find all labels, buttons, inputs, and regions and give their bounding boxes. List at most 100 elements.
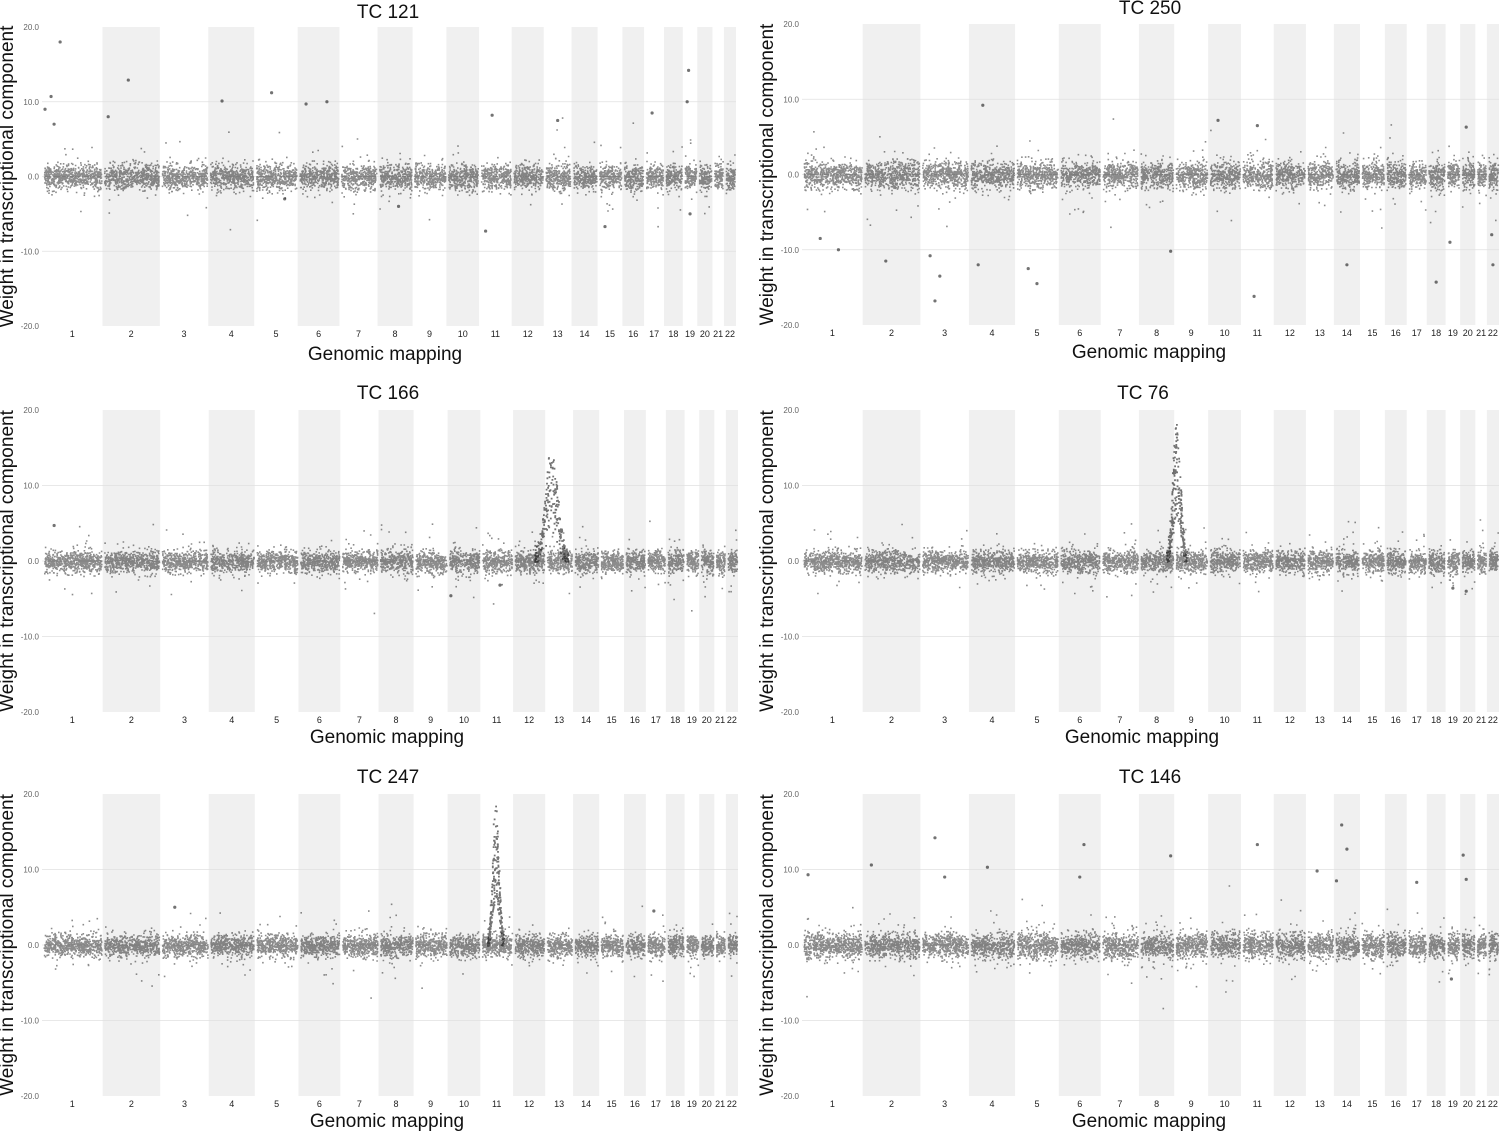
outlier-point: [976, 263, 980, 267]
x-tick-label: 15: [607, 715, 617, 725]
x-axis-label: Genomic mapping: [310, 727, 464, 748]
x-tick-label: 9: [428, 1099, 433, 1109]
x-tick-label: 11: [492, 715, 501, 725]
x-tick-label: 14: [581, 715, 591, 725]
outlier-point: [869, 863, 873, 867]
x-tick-label: 1: [70, 329, 75, 339]
outlier-point: [325, 100, 329, 104]
x-tick-label: 10: [459, 1099, 469, 1109]
x-tick-label: 9: [428, 715, 433, 725]
x-tick-label: 4: [990, 328, 995, 338]
x-tick-label: 21: [1476, 715, 1486, 725]
x-tick-label: 3: [942, 328, 947, 338]
chart-title: TC 247: [357, 767, 419, 788]
peak-points: [1166, 424, 1188, 563]
x-tick-label: 9: [1189, 1099, 1194, 1109]
x-axis-label: Genomic mapping: [308, 344, 462, 365]
x-tick-label: 18: [668, 329, 678, 339]
outlier-point: [173, 905, 177, 909]
x-tick-label: 13: [1315, 715, 1325, 725]
x-tick-label: 7: [1117, 715, 1122, 725]
outlier-point: [1345, 263, 1349, 267]
outlier-point: [449, 594, 453, 598]
x-tick-label: 5: [274, 1099, 279, 1109]
x-tick-label: 8: [394, 1099, 399, 1109]
outlier-point: [396, 204, 401, 208]
x-tick-label: 13: [554, 1099, 564, 1109]
x-tick-label: 2: [129, 1099, 134, 1109]
x-tick-label: 19: [1448, 715, 1458, 725]
outlier-point: [1169, 249, 1173, 253]
y-tick-label: 20.0: [783, 790, 799, 799]
x-tick-label: 21: [1476, 1099, 1486, 1109]
x-tick-label: 17: [1412, 715, 1422, 725]
outlier-point: [1026, 266, 1030, 271]
data-points: [43, 117, 737, 231]
x-tick-label: 17: [1412, 328, 1422, 338]
x-tick-label: 3: [182, 329, 187, 339]
x-tick-label: 13: [554, 715, 564, 725]
x-tick-label: 10: [459, 715, 469, 725]
x-tick-label: 14: [580, 329, 590, 339]
y-axis-label: Weight in transcriptional component: [0, 409, 18, 711]
x-tick-label: 16: [1391, 715, 1401, 725]
x-tick-label: 14: [581, 1099, 591, 1109]
y-tick-label: 0.0: [788, 171, 800, 180]
x-tick-label: 18: [670, 715, 680, 725]
y-axis-label: Weight in transcriptional component: [757, 409, 778, 711]
x-tick-label: 13: [553, 329, 563, 339]
data-points: [803, 118, 1500, 229]
x-tick-label: 8: [1154, 1099, 1159, 1109]
outlier-point: [1415, 880, 1419, 884]
x-tick-label: 20: [1463, 715, 1473, 725]
y-tick-label: -10.0: [21, 247, 40, 256]
x-tick-label: 8: [1154, 715, 1159, 725]
x-tick-label: 18: [1431, 715, 1441, 725]
x-tick-label: 4: [229, 329, 234, 339]
outlier-point: [1434, 280, 1438, 284]
outlier-point: [836, 248, 841, 252]
x-tick-label: 20: [1463, 328, 1473, 338]
x-tick-label: 22: [727, 1099, 737, 1109]
outlier-point: [1078, 875, 1082, 879]
x-tick-label: 2: [129, 715, 134, 725]
outlier-point: [687, 68, 691, 72]
x-tick-label: 3: [942, 715, 947, 725]
chart-title: TC 146: [1119, 767, 1181, 788]
outlier-point: [52, 122, 56, 126]
x-tick-label: 1: [830, 1099, 835, 1109]
data-points: [803, 519, 1499, 598]
x-tick-label: 13: [1315, 1099, 1325, 1109]
outlier-point: [43, 107, 47, 111]
x-tick-label: 15: [1367, 328, 1377, 338]
outlier-point: [490, 113, 494, 117]
peak-points: [534, 457, 570, 563]
chart-title: TC 76: [1117, 383, 1169, 404]
outlier-point: [270, 91, 274, 95]
outlier-point: [1216, 118, 1220, 122]
x-tick-label: 3: [182, 715, 187, 725]
x-tick-label: 17: [649, 329, 659, 339]
x-tick-label: 11: [492, 1099, 501, 1109]
x-tick-label: 4: [990, 1099, 995, 1109]
x-tick-label: 6: [316, 329, 321, 339]
outlier-point: [1169, 854, 1173, 858]
outlier-point: [52, 523, 56, 528]
outlier-point: [220, 99, 224, 103]
outlier-point: [1491, 263, 1495, 267]
x-tick-label: 20: [702, 715, 712, 725]
y-tick-label: 10.0: [23, 866, 39, 875]
chart-panel: 20.010.00.0-10.0-20.01 2 3 4 5 6 7 8 9 10 11 12 13 14…: [0, 383, 739, 748]
x-tick-label: 12: [524, 1099, 534, 1109]
x-tick-label: 12: [524, 715, 534, 725]
x-tick-label: 22: [1488, 1099, 1498, 1109]
x-tick-label: 2: [889, 328, 894, 338]
x-axis-label: Genomic mapping: [310, 1111, 464, 1131]
outlier-point: [1255, 842, 1259, 847]
y-tick-label: 0.0: [28, 173, 40, 182]
outlier-point: [650, 111, 654, 115]
outlier-point: [1345, 847, 1349, 851]
y-tick-label: 10.0: [783, 95, 799, 104]
x-tick-label: 15: [605, 329, 615, 339]
x-tick-label: 11: [491, 329, 500, 339]
